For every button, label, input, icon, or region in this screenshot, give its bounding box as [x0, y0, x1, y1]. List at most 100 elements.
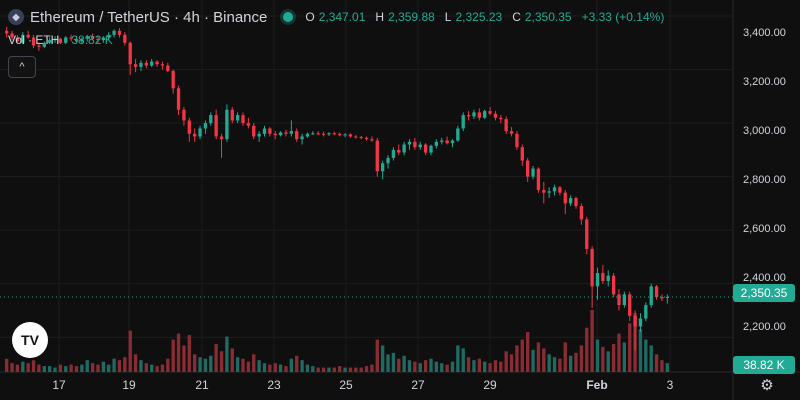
- candle-body: [343, 134, 347, 136]
- open-value: 2,347.01: [318, 10, 366, 24]
- candle-body: [193, 133, 197, 137]
- candle-body: [203, 123, 208, 129]
- candle-body: [520, 147, 524, 161]
- volume-bar: [107, 364, 111, 372]
- volume-bar: [515, 345, 519, 372]
- gear-icon[interactable]: ⚙: [760, 377, 774, 394]
- tradingview-logo[interactable]: TV: [12, 322, 48, 358]
- time-tick: 23: [267, 378, 281, 392]
- volume-bar: [150, 364, 154, 372]
- candle-body: [26, 34, 30, 38]
- volume-bar: [606, 351, 610, 372]
- candle-body: [187, 120, 191, 134]
- high-label: H: [375, 10, 385, 24]
- volume-bar: [252, 354, 256, 372]
- volume-bar: [58, 364, 63, 372]
- volume-bar: [311, 366, 315, 372]
- volume-bar: [284, 366, 288, 372]
- candle-body: [488, 111, 492, 114]
- candle-body: [112, 30, 116, 35]
- volume-bar: [21, 361, 25, 372]
- candle-body: [440, 140, 444, 142]
- volume-bar: [450, 361, 455, 372]
- volume-bar: [526, 332, 530, 372]
- volume-bar: [10, 363, 14, 372]
- volume-bar: [504, 351, 508, 372]
- candle-body: [321, 133, 326, 135]
- volume-bar: [542, 348, 546, 372]
- volume-bar: [370, 364, 374, 372]
- candle-body: [601, 272, 605, 282]
- candle-body: [10, 33, 14, 38]
- time-axis[interactable]: 17 19 21 23 25 27 29 Feb 3: [0, 374, 733, 396]
- time-tick: 29: [483, 378, 497, 392]
- candle-body: [493, 113, 498, 118]
- volume-bar: [601, 346, 605, 372]
- collapse-legend-button[interactable]: ^: [8, 56, 36, 78]
- volume-bar: [187, 335, 191, 372]
- volume-bar: [665, 363, 669, 372]
- price-axis[interactable]: 3,400.00 3,200.00 3,000.00 2,800.00 2,60…: [733, 0, 800, 372]
- volume-bar: [64, 366, 68, 372]
- candle-body: [499, 117, 503, 120]
- volume-bar: [305, 364, 310, 372]
- volume-bar: [37, 364, 41, 372]
- symbol-title[interactable]: Ethereum / TetherUS · 4h · Binance: [30, 8, 268, 26]
- volume-bar: [15, 364, 20, 372]
- price-tick: 2,600.00: [743, 223, 786, 235]
- candle-body: [574, 198, 578, 207]
- volume-label[interactable]: Vol · ETH: [8, 33, 60, 47]
- close-label: C: [512, 10, 521, 24]
- volume-bar: [483, 361, 487, 372]
- candle-body: [638, 318, 643, 327]
- candle-body: [466, 115, 471, 117]
- volume-bar: [198, 357, 202, 372]
- candle-body: [198, 128, 202, 137]
- price-tick: 2,200.00: [743, 321, 786, 333]
- volume-bar: [128, 330, 132, 372]
- candle-body: [649, 286, 653, 306]
- volume-bar: [246, 361, 251, 372]
- volume-bar: [536, 342, 541, 372]
- volume-bar: [289, 358, 294, 372]
- candle-body: [85, 36, 89, 39]
- candle-body: [423, 144, 428, 153]
- candle-body: [611, 275, 616, 295]
- candle-body: [483, 111, 487, 118]
- candle-body: [536, 168, 541, 191]
- volume-bar: [338, 366, 342, 372]
- candle-body: [531, 168, 535, 177]
- volume-bar: [230, 348, 234, 372]
- candle-body: [21, 34, 25, 43]
- candle-body: [542, 190, 546, 193]
- candle-body: [284, 132, 288, 134]
- volume-bar: [579, 345, 584, 372]
- volume-bar: [380, 345, 385, 372]
- candle-body: [413, 141, 417, 148]
- volume-bar: [160, 364, 165, 372]
- candle-body: [622, 294, 627, 306]
- candle-body: [58, 38, 63, 43]
- volume-bar: [348, 367, 353, 372]
- volume-bar: [47, 366, 52, 372]
- candle-body: [370, 139, 374, 141]
- volume-bar: [332, 367, 336, 372]
- candle-body: [397, 149, 401, 153]
- candle-body: [617, 294, 621, 306]
- candle-body: [225, 109, 229, 140]
- candle-body: [268, 128, 272, 134]
- volume-bar: [117, 360, 122, 372]
- candle-body: [585, 219, 589, 249]
- high-value: 2,359.88: [388, 10, 435, 24]
- candle-body: [316, 133, 320, 135]
- time-tick: 21: [195, 378, 209, 392]
- candle-body: [42, 42, 46, 47]
- volume-bar: [628, 323, 632, 372]
- volume-bar: [407, 360, 412, 372]
- volume-bar: [568, 355, 573, 372]
- candle-body: [434, 141, 439, 146]
- volume-bar: [472, 360, 476, 372]
- volume-bar: [429, 358, 433, 372]
- candle-body: [563, 192, 567, 204]
